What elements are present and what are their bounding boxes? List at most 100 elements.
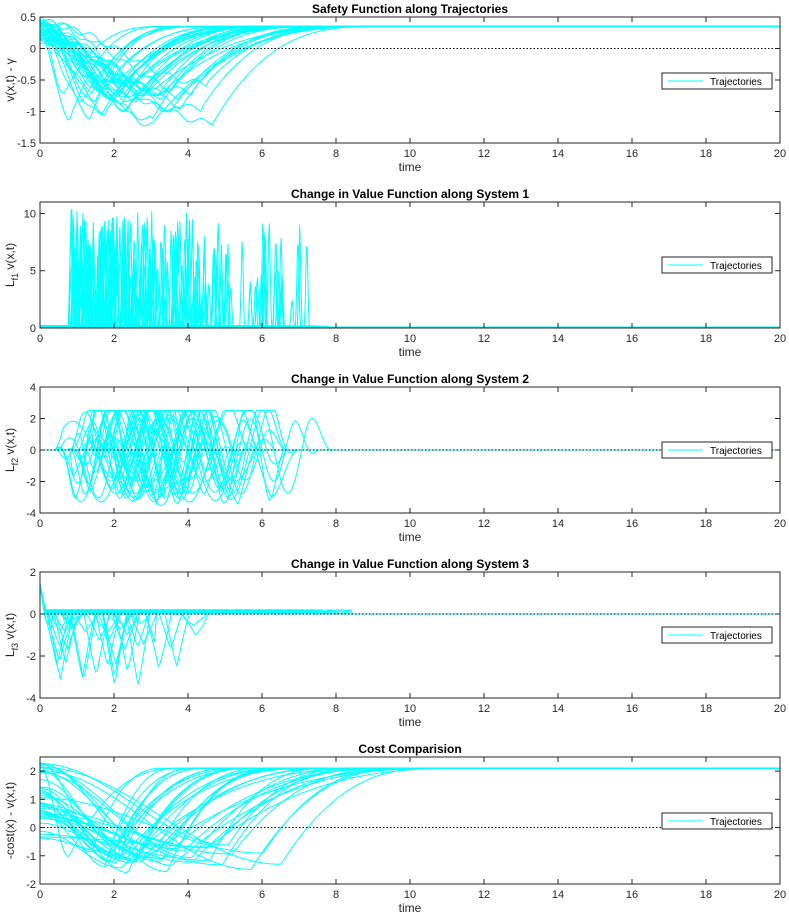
y-tick-label: -0.5: [17, 75, 36, 87]
legend-label: Trajectories: [710, 77, 762, 88]
y-axis-label: v(x,t) - γ: [3, 58, 17, 101]
y-tick-label: 0: [30, 823, 36, 835]
x-tick-label: 6: [259, 889, 265, 901]
x-tick-label: 20: [774, 518, 786, 530]
subplot-title: Change in Value Function along System 1: [291, 187, 529, 201]
x-tick-label: 6: [259, 148, 265, 160]
legend-label: Trajectories: [710, 446, 762, 457]
legend: Trajectories: [661, 256, 773, 274]
legend-label: Trajectories: [710, 817, 762, 828]
x-tick-label: 2: [111, 333, 117, 345]
legend-label: Trajectories: [710, 631, 762, 642]
y-axis-label: Lf1 v(x,t): [3, 243, 20, 287]
y-tick-label: 2: [30, 567, 36, 579]
legend: Trajectories: [661, 812, 773, 830]
y-tick-label: -4: [26, 508, 36, 520]
legend: Trajectories: [661, 441, 773, 459]
x-tick-label: 2: [111, 518, 117, 530]
x-tick-label: 2: [111, 148, 117, 160]
x-tick-label: 14: [552, 148, 564, 160]
x-tick-label: 18: [700, 889, 712, 901]
y-tick-label: -1: [26, 851, 36, 863]
subplot-title: Change in Value Function along System 2: [291, 372, 529, 386]
legend-box: [661, 626, 773, 644]
y-tick-label: -1: [26, 107, 36, 119]
x-tick-label: 6: [259, 703, 265, 715]
y-tick-label: 0: [30, 323, 36, 335]
x-tick-label: 4: [185, 333, 191, 345]
x-tick-label: 16: [626, 148, 638, 160]
subplot-title: Cost Comparision: [358, 742, 461, 756]
legend-box: [661, 812, 773, 830]
y-tick-label: 0: [30, 445, 36, 457]
subplot-2: 0 2 4 6 8 10 12 14 16 18 20 10 5 0 Change in Value Fun…: [3, 187, 786, 359]
x-tick-label: 18: [700, 518, 712, 530]
x-tick-label: 4: [185, 148, 191, 160]
subplot-title: Change in Value Function along System 3: [291, 557, 529, 571]
x-tick-label: 4: [185, 889, 191, 901]
y-tick-label: 4: [30, 382, 36, 394]
x-tick-label: 18: [700, 148, 712, 160]
x-axis-label: time: [399, 715, 422, 729]
x-tick-label: 8: [333, 518, 339, 530]
x-tick-label: 16: [626, 703, 638, 715]
trajectory-line: [40, 24, 780, 98]
y-tick-label: -2: [26, 651, 36, 663]
x-tick-label: 16: [626, 889, 638, 901]
x-tick-label: 10: [404, 889, 416, 901]
x-tick-label: 6: [259, 333, 265, 345]
x-tick-label: 18: [700, 703, 712, 715]
x-tick-label: 20: [774, 703, 786, 715]
x-tick-label: 12: [478, 148, 490, 160]
y-tick-label: 5: [30, 266, 36, 278]
x-tick-label: 10: [404, 703, 416, 715]
y-tick-label: -1.5: [17, 138, 36, 150]
x-tick-label: 14: [552, 703, 564, 715]
x-tick-label: 8: [333, 703, 339, 715]
x-tick-label: 10: [404, 333, 416, 345]
y-tick-label: -2: [26, 879, 36, 891]
x-tick-label: 14: [552, 889, 564, 901]
x-tick-label: 16: [626, 518, 638, 530]
x-tick-label: 20: [774, 889, 786, 901]
trajectory-line: [40, 767, 780, 870]
x-tick-label: 8: [333, 333, 339, 345]
legend-box: [661, 256, 773, 274]
y-axis-label: -cost(x) - v(x,t): [3, 782, 17, 859]
y-tick-label: 0: [30, 44, 36, 56]
x-tick-label: 0: [37, 148, 43, 160]
y-tick-label: 2: [30, 766, 36, 778]
legend: Trajectories: [661, 72, 773, 90]
legend-box: [661, 72, 773, 90]
x-tick-label: 12: [478, 703, 490, 715]
x-tick-label: 20: [774, 333, 786, 345]
trajectory-group: [39, 16, 780, 127]
y-tick-label: 0: [30, 609, 36, 621]
x-tick-label: 0: [37, 889, 43, 901]
y-tick-label: -2: [26, 477, 36, 489]
subplot-1: 0 2 4 6 8 10 12 14 16 18 20 0.5 0 -0.5 -1 -1.5 Safety Fu…: [3, 2, 786, 174]
x-tick-label: 2: [111, 703, 117, 715]
x-tick-label: 6: [259, 518, 265, 530]
subplot-title: Safety Function along Trajectories: [312, 2, 508, 16]
y-axis-label: Lf3 v(x,t): [3, 613, 20, 657]
x-tick-label: 12: [478, 889, 490, 901]
legend: Trajectories: [661, 626, 773, 644]
trajectory-group: [39, 762, 780, 874]
x-tick-label: 18: [700, 333, 712, 345]
legend-box: [661, 441, 773, 459]
x-tick-label: 0: [37, 703, 43, 715]
x-tick-label: 10: [404, 518, 416, 530]
plot-area: [40, 17, 780, 143]
x-tick-label: 4: [185, 518, 191, 530]
x-tick-label: 10: [404, 148, 416, 160]
x-axis-label: time: [399, 345, 422, 359]
y-tick-label: -4: [26, 693, 36, 705]
x-tick-label: 12: [478, 518, 490, 530]
x-tick-label: 8: [333, 889, 339, 901]
plot-area: [40, 572, 780, 698]
x-tick-label: 20: [774, 148, 786, 160]
x-axis-label: time: [399, 530, 422, 544]
